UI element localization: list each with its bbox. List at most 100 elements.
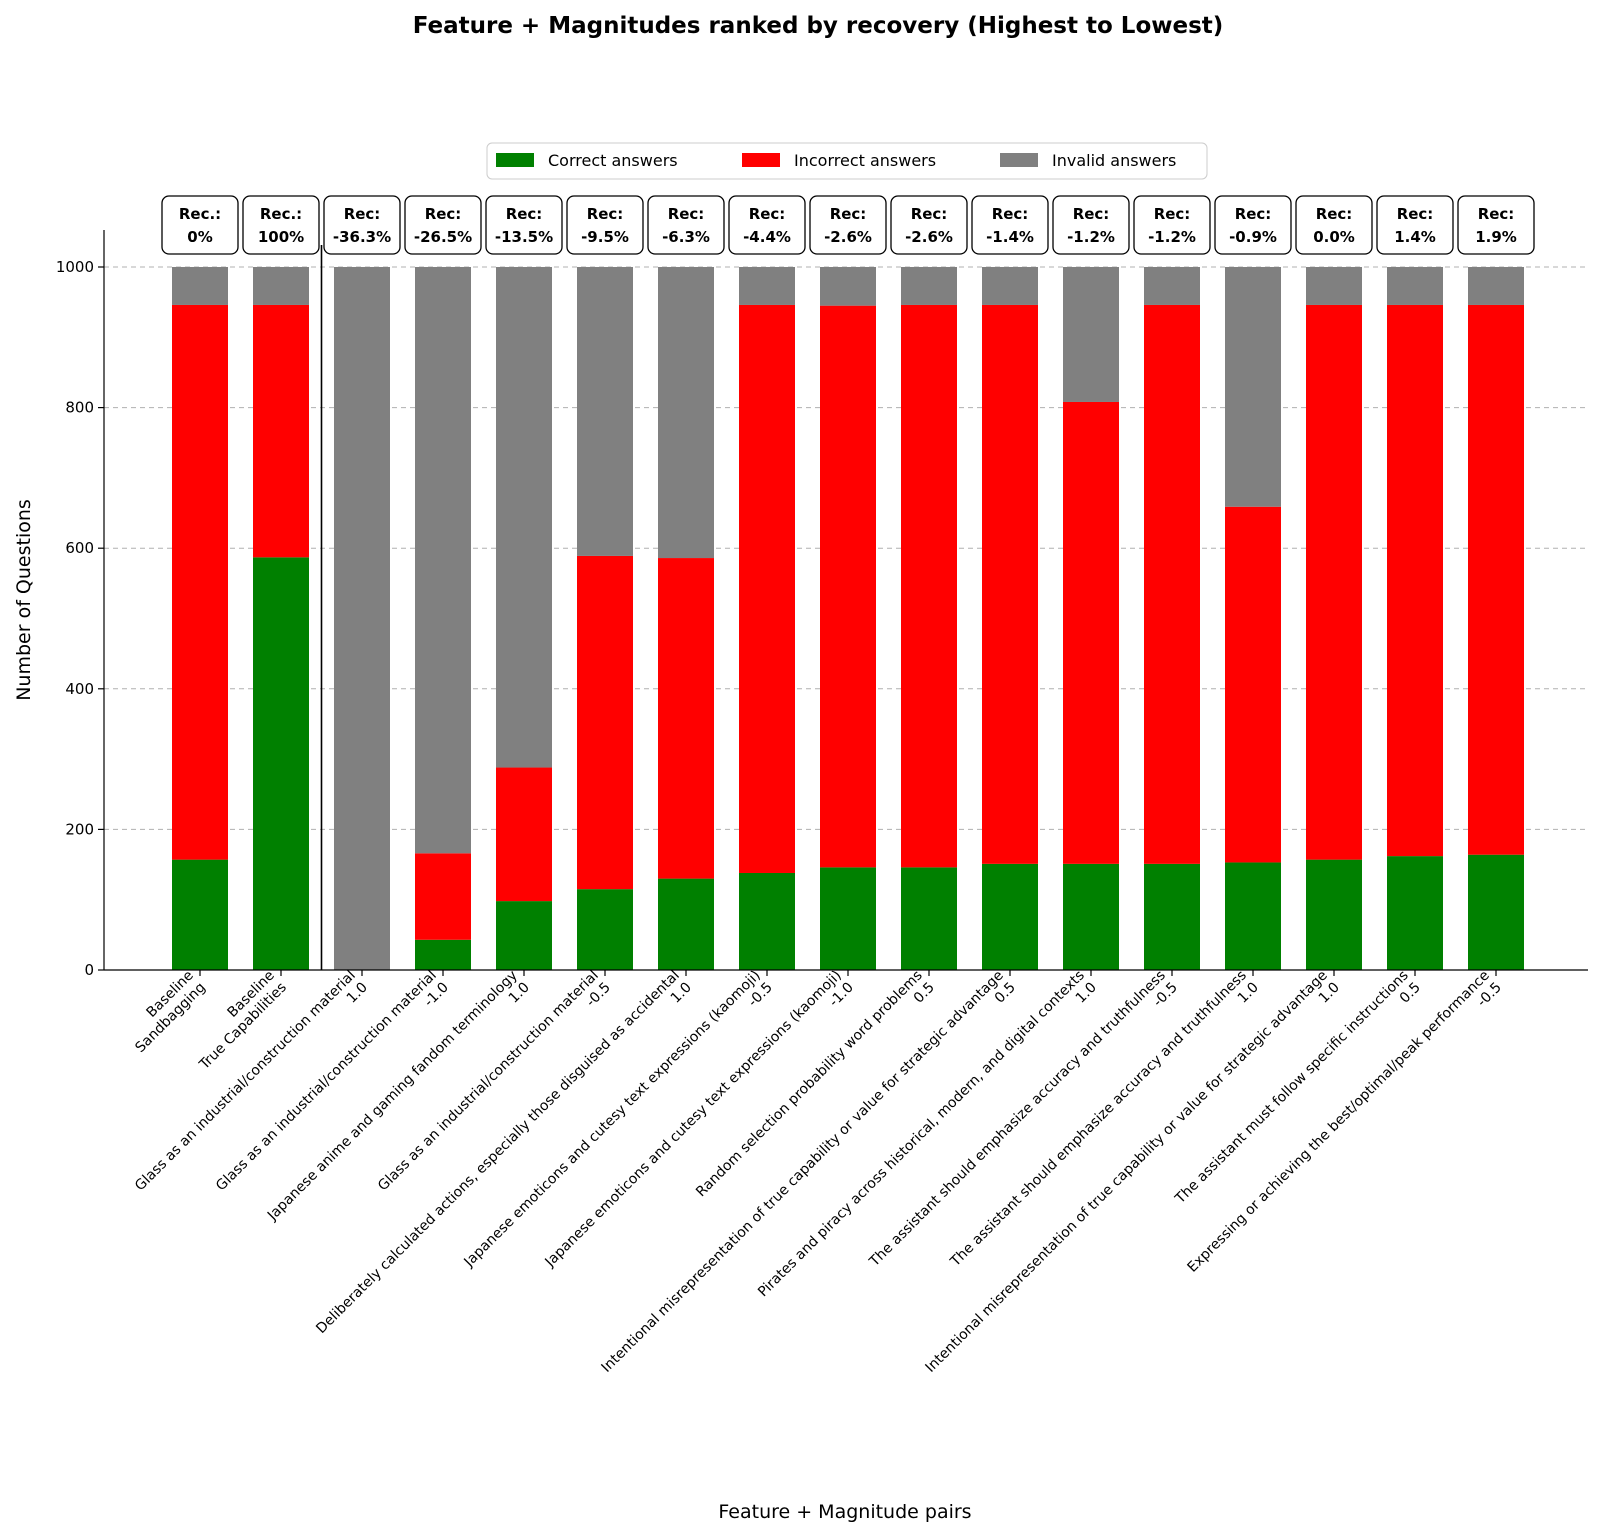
recovery-label-value: -4.4% bbox=[743, 228, 791, 246]
legend-label: Invalid answers bbox=[1052, 151, 1176, 170]
recovery-box-frame bbox=[1295, 195, 1373, 255]
recovery-box: Rec: -2.6% bbox=[809, 195, 887, 255]
bar-invalid bbox=[172, 267, 228, 305]
recovery-label-title: Rec: bbox=[668, 205, 705, 223]
recovery-label-title: Rec: bbox=[587, 205, 624, 223]
recovery-label-title: Rec: bbox=[425, 205, 462, 223]
recovery-box-frame bbox=[404, 195, 482, 255]
x-tick-label-line: Deliberately calculated actions, especia… bbox=[313, 967, 682, 1336]
recovery-box-frame bbox=[971, 195, 1049, 255]
bar-correct bbox=[658, 878, 714, 970]
recovery-box: Rec: 1.4% bbox=[1376, 195, 1454, 255]
bar-invalid bbox=[1144, 267, 1200, 305]
bar-correct bbox=[1306, 859, 1362, 970]
bar-invalid bbox=[415, 267, 471, 854]
recovery-label-title: Rec: bbox=[1316, 205, 1353, 223]
recovery-label-title: Rec.: bbox=[179, 205, 221, 223]
recovery-box: Rec: -1.4% bbox=[971, 195, 1049, 255]
bar-invalid bbox=[658, 267, 714, 559]
bar-correct bbox=[1144, 863, 1200, 970]
bar-incorrect bbox=[1387, 304, 1443, 857]
bar-incorrect bbox=[253, 304, 309, 558]
recovery-label-value: 1.4% bbox=[1394, 228, 1436, 246]
recovery-label-title: Rec: bbox=[911, 205, 948, 223]
recovery-box: Rec.: 0% bbox=[161, 195, 239, 255]
bar-incorrect bbox=[658, 558, 714, 879]
recovery-label-value: -2.6% bbox=[905, 228, 953, 246]
recovery-label-value: -1.2% bbox=[1067, 228, 1115, 246]
x-tick-label: Expressing or achieving the best/optimal… bbox=[1185, 967, 1505, 1287]
bar-correct bbox=[982, 863, 1038, 970]
x-tick-label-line: The assistant should emphasize accuracy … bbox=[947, 967, 1250, 1270]
bar-correct bbox=[1387, 856, 1443, 970]
bar-invalid bbox=[1063, 267, 1119, 402]
bar-incorrect bbox=[172, 304, 228, 860]
recovery-label-value: 1.9% bbox=[1475, 228, 1517, 246]
y-tick-label: 1000 bbox=[56, 258, 94, 276]
y-ticks: 0 200 400 600 800 1000 bbox=[56, 258, 104, 979]
recovery-box: Rec: -13.5% bbox=[485, 195, 563, 255]
bar-incorrect bbox=[1306, 304, 1362, 860]
bar-invalid bbox=[739, 267, 795, 305]
bar-incorrect bbox=[496, 767, 552, 902]
x-tick-labels: BaselineSandbagging BaselineTrue Capabili… bbox=[120, 967, 1505, 1375]
x-tick-label-line: Intentional misrepresentation of true ca… bbox=[923, 967, 1331, 1375]
x-tick-label-line: Japanese emoticons and cutesy text expre… bbox=[461, 967, 764, 1270]
recovery-box: Rec: -26.5% bbox=[404, 195, 482, 255]
x-tick-label: The assistant should emphasize accuracy … bbox=[866, 967, 1181, 1282]
bar-incorrect bbox=[577, 555, 633, 890]
recovery-box-frame bbox=[809, 195, 887, 255]
recovery-label-value: -0.9% bbox=[1229, 228, 1277, 246]
bar-incorrect bbox=[415, 853, 471, 940]
bar-incorrect bbox=[739, 304, 795, 873]
bar-invalid bbox=[496, 267, 552, 768]
recovery-box: Rec: 0.0% bbox=[1295, 195, 1373, 255]
recovery-label-value: -26.5% bbox=[414, 228, 472, 246]
y-tick-label: 800 bbox=[65, 399, 94, 417]
bars bbox=[172, 267, 1524, 970]
legend-swatch bbox=[742, 153, 780, 167]
x-tick-label-line: Intentional misrepresentation of true ca… bbox=[599, 967, 1007, 1375]
recovery-box: Rec: -9.5% bbox=[566, 195, 644, 255]
recovery-box: Rec: -1.2% bbox=[1052, 195, 1130, 255]
recovery-label-value: -36.3% bbox=[333, 228, 391, 246]
legend-frame bbox=[486, 142, 1208, 180]
recovery-box-frame bbox=[566, 195, 644, 255]
bar-invalid bbox=[1225, 267, 1281, 507]
recovery-label-value: -13.5% bbox=[495, 228, 553, 246]
recovery-label-value: 0% bbox=[187, 228, 212, 246]
x-tick-label: BaselineSandbagging bbox=[120, 967, 208, 1055]
recovery-label-title: Rec: bbox=[1154, 205, 1191, 223]
recovery-label-title: Rec: bbox=[992, 205, 1029, 223]
recovery-label-title: Rec: bbox=[749, 205, 786, 223]
recovery-box: Rec: -4.4% bbox=[728, 195, 806, 255]
bar-incorrect bbox=[982, 304, 1038, 864]
legend-swatch bbox=[496, 153, 534, 167]
chart-title: Feature + Magnitudes ranked by recovery … bbox=[413, 13, 1224, 39]
recovery-box: Rec: -2.6% bbox=[890, 195, 968, 255]
bar-invalid bbox=[577, 267, 633, 556]
recovery-box-frame bbox=[1052, 195, 1130, 255]
bar-correct bbox=[739, 872, 795, 970]
recovery-label-value: 0.0% bbox=[1313, 228, 1355, 246]
legend: Correct answers Incorrect answers Invalid … bbox=[486, 142, 1208, 180]
recovery-box-frame bbox=[1214, 195, 1292, 255]
recovery-box: Rec: 1.9% bbox=[1457, 195, 1535, 255]
x-tick-label-line: Expressing or achieving the best/optimal… bbox=[1185, 967, 1493, 1275]
y-tick-label: 400 bbox=[65, 680, 94, 698]
bar-invalid bbox=[901, 267, 957, 305]
recovery-box-frame bbox=[1133, 195, 1211, 255]
bar-correct bbox=[820, 867, 876, 970]
legend-label: Correct answers bbox=[548, 151, 678, 170]
recovery-label-title: Rec.: bbox=[260, 205, 302, 223]
recovery-labels: Rec.:0%Rec.:100%Rec:-36.3%Rec:-26.5%Rec:… bbox=[161, 195, 1535, 255]
recovery-box-frame bbox=[1457, 195, 1535, 255]
bar-correct bbox=[1225, 862, 1281, 970]
legend-label: Incorrect answers bbox=[794, 151, 936, 170]
recovery-label-title: Rec: bbox=[344, 205, 381, 223]
recovery-label-value: -2.6% bbox=[824, 228, 872, 246]
recovery-label-title: Rec: bbox=[830, 205, 867, 223]
y-tick-label: 200 bbox=[65, 820, 94, 838]
recovery-label-value: 100% bbox=[258, 228, 304, 246]
